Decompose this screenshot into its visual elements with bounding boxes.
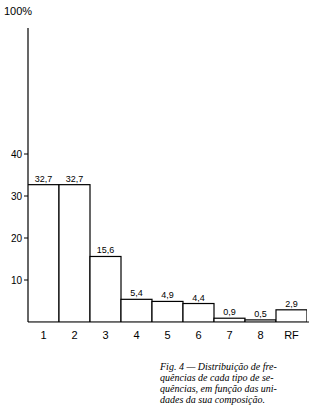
y-tick [24, 280, 28, 281]
data-label: 0,5 [254, 309, 267, 319]
caption-line: quências, em função das uni- [160, 383, 277, 394]
y-axis-label: 100% [4, 5, 32, 17]
bar [276, 310, 307, 322]
y-tick-label: 10 [11, 275, 23, 286]
caption-line: dades da sua composição. [160, 394, 265, 405]
y-tick-label: 20 [11, 233, 23, 244]
bar [121, 299, 152, 322]
data-label: 4,9 [161, 290, 174, 300]
y-tick [24, 238, 28, 239]
x-tick-label: 6 [195, 329, 201, 341]
y-tick-label: 40 [11, 149, 23, 160]
x-tick-label: 5 [164, 329, 170, 341]
bar [152, 301, 183, 322]
y-tick [24, 154, 28, 155]
bar [90, 256, 121, 322]
caption-line: Fig. 4 — Distribuição de fre- [159, 361, 277, 372]
chart-container: 100% 10 20 30 40 32,7 32,7 15,6 5,4 4,9 4,4 0,9 0,5 2… [0, 0, 312, 406]
x-tick-label: 4 [133, 329, 139, 341]
bar [28, 185, 59, 322]
x-tick-label: 1 [40, 329, 46, 341]
data-label: 4,4 [192, 293, 205, 303]
bar [214, 318, 245, 322]
data-label: 32,7 [35, 174, 53, 184]
x-tick-label: 3 [102, 329, 108, 341]
chart: 100% 10 20 30 40 32,7 32,7 15,6 5,4 4,9 4,4 0,9 0,5 2… [0, 0, 312, 406]
caption-line: quências de cada tipo de se- [160, 372, 274, 383]
data-label: 15,6 [97, 245, 115, 255]
x-tick-label: 8 [257, 329, 263, 341]
data-label: 5,4 [130, 288, 143, 298]
x-tick-label: 2 [71, 329, 77, 341]
y-tick-label: 30 [11, 191, 23, 202]
bar [183, 304, 214, 322]
bar [245, 320, 276, 322]
bar [59, 185, 90, 322]
y-tick [24, 196, 28, 197]
data-label: 32,7 [66, 174, 84, 184]
bars [28, 185, 307, 322]
data-label: 0,9 [223, 307, 236, 317]
x-tick-label: 7 [226, 329, 232, 341]
x-tick-label: RF [284, 329, 299, 341]
data-label: 2,9 [285, 299, 298, 309]
